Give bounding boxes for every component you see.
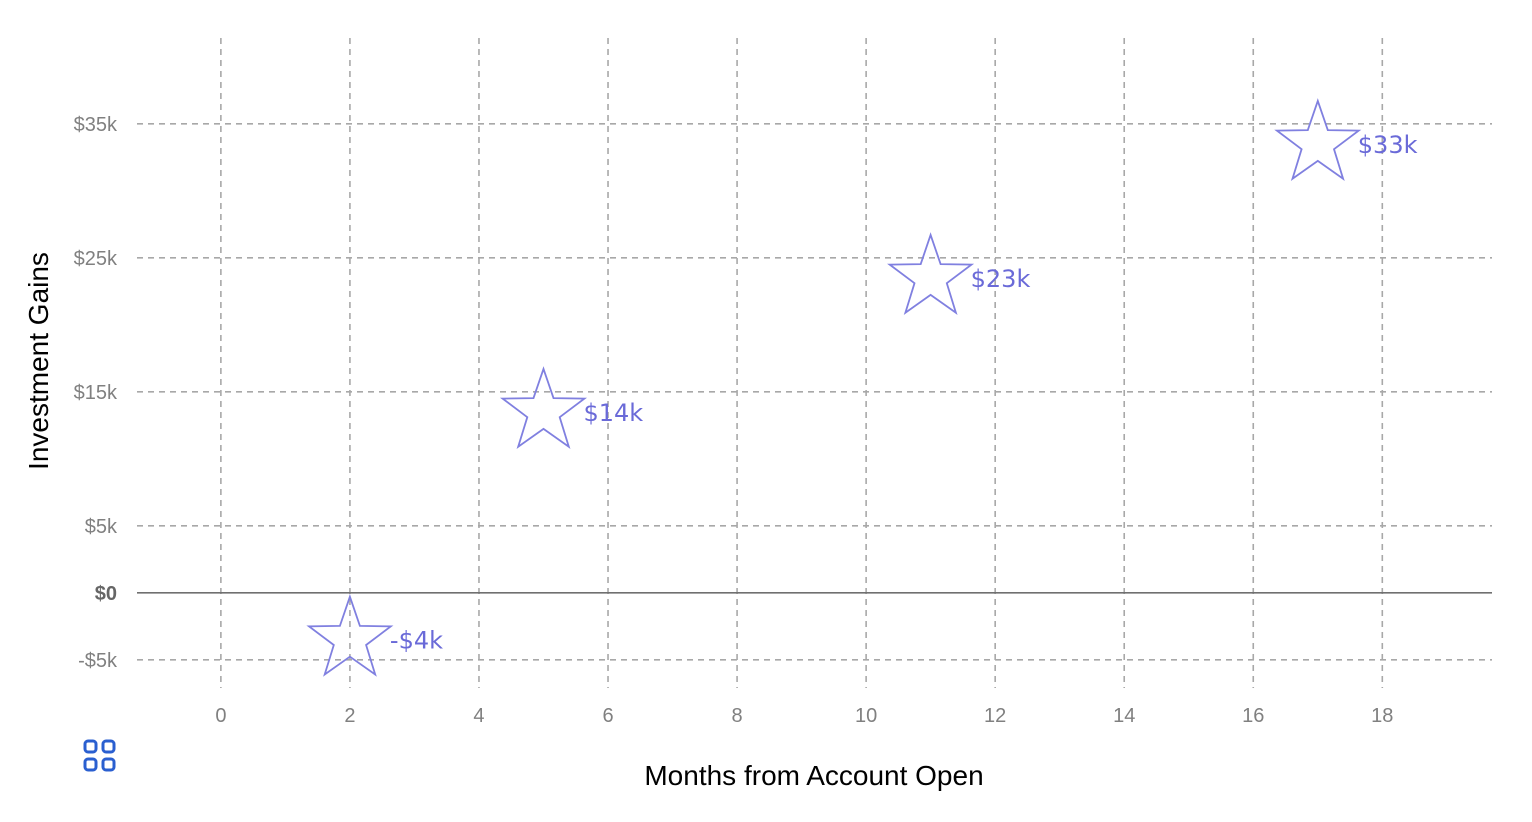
tick-labels: 0 2 4 6 8 10 12 14 16 18 -$5k $0 $5k $15k $25k $35k [74, 114, 1394, 727]
x-axis-title: Months from Account Open [644, 760, 983, 791]
x-tick-label: 0 [215, 705, 226, 727]
y-tick-label: $35k [74, 114, 118, 136]
x-tick-label: 18 [1371, 705, 1393, 727]
data-label: $33k [1358, 131, 1418, 159]
x-tick-label: 14 [1113, 705, 1135, 727]
y-tick-label: -$5k [78, 650, 118, 672]
data-point-star [1274, 98, 1362, 181]
data-point-star [306, 593, 394, 677]
x-tick-label: 2 [344, 705, 355, 727]
grid-icon[interactable] [82, 738, 118, 774]
y-tick-label: $15k [74, 382, 118, 404]
data-points: -$4k $14k $23k $33k [306, 98, 1418, 677]
x-tick-label: 8 [732, 705, 743, 727]
data-point-star [887, 232, 975, 315]
x-tick-label: 16 [1242, 705, 1264, 727]
x-tick-label: 6 [602, 705, 613, 727]
y-axis-title: Investment Gains [23, 252, 54, 470]
data-label: $23k [971, 265, 1031, 293]
x-tick-label: 10 [855, 705, 877, 727]
y-tick-label: $5k [85, 516, 118, 538]
y-tick-label: $0 [95, 583, 117, 605]
grid-layer [137, 38, 1492, 688]
data-point-star [499, 366, 588, 449]
data-label: -$4k [390, 627, 443, 655]
data-label: $14k [584, 399, 644, 427]
y-tick-label: $25k [74, 248, 118, 270]
x-tick-label: 4 [473, 705, 484, 727]
x-tick-label: 12 [984, 705, 1006, 727]
